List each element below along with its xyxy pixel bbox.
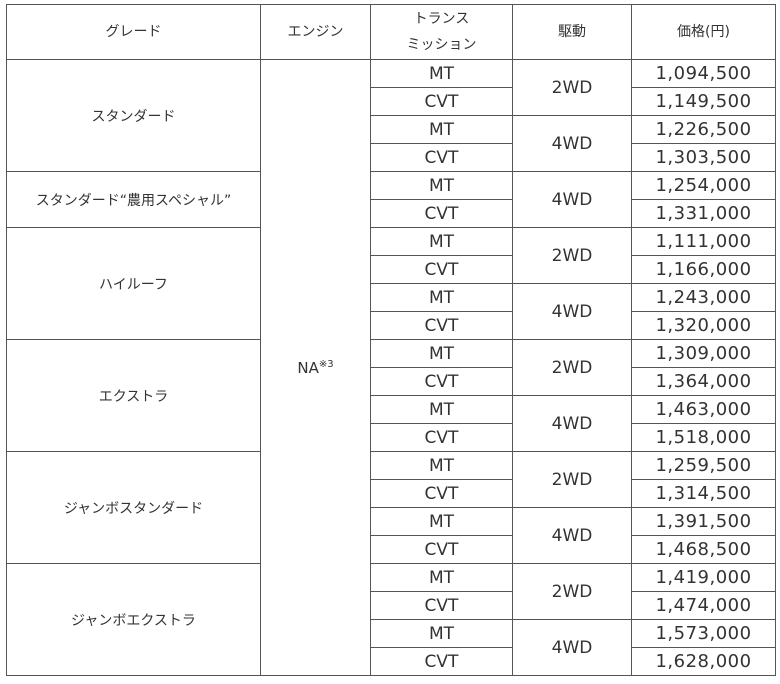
transmission-cell: MT: [370, 619, 513, 648]
table-row: CVT 1,303,500: [7, 143, 776, 172]
drive-cell: 4WD: [512, 507, 632, 564]
table-body: スタンダード NA※3 MT 2WD 1,094,500 CVT 1,149,500 MT 4W…: [6, 59, 776, 676]
transmission-cell: MT: [370, 563, 513, 592]
price-cell: 1,226,500: [631, 115, 776, 144]
price-cell: 1,331,000: [631, 199, 776, 228]
transmission-cell: CVT: [370, 423, 513, 452]
drive-cell: 4WD: [512, 283, 632, 340]
transmission-cell: CVT: [370, 647, 513, 676]
header-drive: 駆動: [512, 4, 632, 60]
transmission-cell: CVT: [370, 367, 513, 396]
drive-cell: 2WD: [512, 59, 632, 116]
price-cell: 1,419,000: [631, 563, 776, 592]
drive-cell: 4WD: [512, 619, 632, 676]
price-cell: 1,518,000: [631, 423, 776, 452]
price-table: グレード エンジン トランス ミッション 駆動 価格(円) スタンダード NA※3…: [6, 4, 776, 676]
transmission-cell: CVT: [370, 311, 513, 340]
drive-cell: 4WD: [512, 115, 632, 172]
drive-cell: 4WD: [512, 171, 632, 228]
transmission-cell: CVT: [370, 535, 513, 564]
transmission-cell: CVT: [370, 255, 513, 284]
header-engine: エンジン: [260, 4, 371, 60]
table-row: CVT 1,320,000: [7, 311, 776, 340]
price-cell: 1,391,500: [631, 507, 776, 536]
price-cell: 1,303,500: [631, 143, 776, 172]
price-cell: 1,474,000: [631, 591, 776, 620]
table-row: CVT 1,331,000: [7, 199, 776, 228]
transmission-cell: MT: [370, 507, 513, 536]
price-cell: 1,463,000: [631, 395, 776, 424]
drive-cell: 4WD: [512, 395, 632, 452]
table-row: CVT 1,628,000: [7, 647, 776, 676]
table-row: CVT 1,166,000: [7, 255, 776, 284]
table-row: スタンダード NA※3 MT 2WD 1,094,500: [6, 59, 776, 676]
price-cell: 1,314,500: [631, 479, 776, 508]
table-row: ハイルーフ MT 2WD 1,111,000: [6, 227, 776, 340]
header-transmission: トランス ミッション: [370, 4, 513, 60]
grade-cell: スタンダード: [6, 59, 261, 172]
grade-cell: ジャンボスタンダード: [6, 451, 261, 564]
table-row: MT 4WD 1,243,000: [7, 283, 776, 340]
table-row: CVT 1,364,000: [7, 367, 776, 396]
price-cell: 1,111,000: [631, 227, 776, 256]
table-row: MT 4WD 1,226,500: [7, 115, 776, 172]
price-cell: 1,094,500: [631, 59, 776, 88]
grade-cell: ジャンボエクストラ: [6, 563, 261, 676]
price-cell: 1,254,000: [631, 171, 776, 200]
table-row: ジャンボエクストラ MT 2WD 1,419,000: [6, 563, 776, 676]
transmission-cell: CVT: [370, 87, 513, 116]
transmission-cell: CVT: [370, 479, 513, 508]
table-row: CVT 1,149,500: [7, 87, 776, 116]
grade-cell: エクストラ: [6, 339, 261, 452]
transmission-cell: MT: [370, 171, 513, 200]
price-cell: 1,468,500: [631, 535, 776, 564]
transmission-cell: MT: [370, 339, 513, 368]
table-row: CVT 1,518,000: [7, 423, 776, 452]
engine-cell: NA※3: [260, 59, 371, 676]
grade-cell: ハイルーフ: [6, 227, 261, 340]
price-cell: 1,166,000: [631, 255, 776, 284]
price-cell: 1,243,000: [631, 283, 776, 312]
table-row: スタンダード“農用スペシャル” MT 4WD 1,254,000: [6, 171, 776, 228]
engine-footnote-mark: ※3: [318, 358, 334, 370]
table-row: ジャンボスタンダード MT 2WD 1,259,500: [6, 451, 776, 564]
drive-cell: 2WD: [512, 227, 632, 284]
drive-cell: 2WD: [512, 563, 632, 620]
grade-cell: スタンダード“農用スペシャル”: [6, 171, 261, 228]
header-grade: グレード: [6, 4, 261, 60]
drive-cell: 2WD: [512, 339, 632, 396]
price-cell: 1,364,000: [631, 367, 776, 396]
transmission-cell: CVT: [370, 199, 513, 228]
transmission-cell: MT: [370, 395, 513, 424]
price-cell: 1,320,000: [631, 311, 776, 340]
transmission-cell: MT: [370, 59, 513, 88]
transmission-cell: CVT: [370, 143, 513, 172]
transmission-cell: MT: [370, 451, 513, 480]
drive-cell: 2WD: [512, 451, 632, 508]
transmission-cell: CVT: [370, 591, 513, 620]
transmission-cell: MT: [370, 115, 513, 144]
table-row: CVT 1,474,000: [7, 591, 776, 620]
price-cell: 1,149,500: [631, 87, 776, 116]
header-transmission-line2: ミッション: [406, 37, 477, 53]
price-cell: 1,259,500: [631, 451, 776, 480]
table-row: CVT 1,468,500: [7, 535, 776, 564]
price-cell: 1,309,000: [631, 339, 776, 368]
table-row: MT 4WD 1,391,500: [7, 507, 776, 564]
header-transmission-line1: トランス: [413, 11, 470, 27]
table-row: MT 4WD 1,463,000: [7, 395, 776, 452]
price-cell: 1,573,000: [631, 619, 776, 648]
transmission-cell: MT: [370, 283, 513, 312]
table-row: CVT 1,314,500: [7, 479, 776, 508]
transmission-cell: MT: [370, 227, 513, 256]
table-row: エクストラ MT 2WD 1,309,000: [6, 339, 776, 452]
header-price: 価格(円): [631, 4, 776, 60]
engine-value: NA: [297, 358, 319, 377]
price-cell: 1,628,000: [631, 647, 776, 676]
header-row: グレード エンジン トランス ミッション 駆動 価格(円): [6, 4, 776, 60]
